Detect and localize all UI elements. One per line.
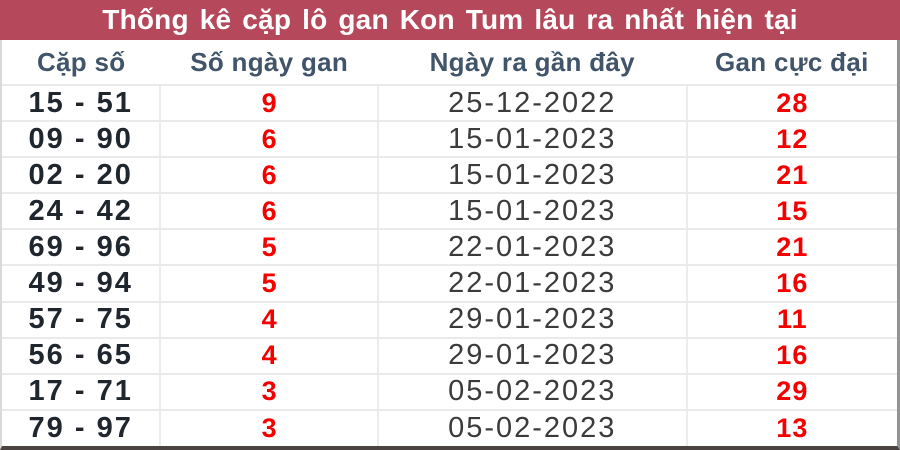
table-row: 56 - 65 4 29-01-2023 16 [2,337,897,375]
pair-cell: 79 - 97 [2,409,161,446]
column-header-pair: Cặp số [2,40,161,86]
table-row: 49 - 94 5 22-01-2023 16 [2,265,897,303]
column-header-gan-days: Số ngày gan [160,40,378,86]
max-gan-cell: 12 [685,121,897,159]
gan-days-cell: 3 [159,373,378,411]
table-row: 69 - 96 5 22-01-2023 21 [2,229,897,267]
column-header-last-date: Ngày ra gần đây [377,40,687,86]
pair-cell: 69 - 96 [2,229,161,267]
gan-days-cell: 3 [159,409,378,446]
gan-days-cell: 6 [159,193,378,231]
table-row: 17 - 71 3 05-02-2023 29 [2,373,897,411]
max-gan-cell: 13 [685,409,897,446]
gan-stats-table: Cặp số Số ngày gan Ngày ra gần đây Gan c… [2,40,897,446]
gan-days-cell: 5 [159,229,378,267]
gan-days-cell: 5 [159,265,378,303]
last-date-cell: 15-01-2023 [376,157,687,195]
table-row: 24 - 42 6 15-01-2023 15 [2,193,897,231]
gan-days-cell: 9 [159,85,378,123]
max-gan-cell: 21 [685,229,897,267]
gan-days-cell: 6 [159,121,378,159]
pair-cell: 15 - 51 [2,85,161,123]
gan-stats-table-container: Cặp số Số ngày gan Ngày ra gần đây Gan c… [0,40,900,450]
last-date-cell: 05-02-2023 [376,373,687,411]
table-row: 09 - 90 6 15-01-2023 12 [2,121,897,159]
pair-cell: 24 - 42 [2,193,161,231]
last-date-cell: 29-01-2023 [376,301,687,339]
max-gan-cell: 11 [685,301,897,339]
pair-cell: 49 - 94 [2,265,161,303]
max-gan-cell: 29 [685,373,897,411]
table-row: 02 - 20 6 15-01-2023 21 [2,157,897,195]
gan-days-cell: 4 [159,301,378,339]
last-date-cell: 15-01-2023 [376,121,687,159]
max-gan-cell: 21 [685,157,897,195]
pair-cell: 57 - 75 [2,301,161,339]
pair-cell: 02 - 20 [2,157,161,195]
last-date-cell: 05-02-2023 [376,409,687,446]
max-gan-cell: 16 [685,265,897,303]
pair-cell: 17 - 71 [2,373,161,411]
last-date-cell: 25-12-2022 [376,85,687,123]
gan-days-cell: 6 [159,157,378,195]
pair-cell: 56 - 65 [2,337,161,375]
column-header-max-gan: Gan cực đại [686,40,897,86]
header-row: Cặp số Số ngày gan Ngày ra gần đây Gan c… [2,40,897,86]
pair-cell: 09 - 90 [2,121,161,159]
gan-days-cell: 4 [159,337,378,375]
last-date-cell: 29-01-2023 [376,337,687,375]
last-date-cell: 22-01-2023 [376,229,687,267]
table-row: 79 - 97 3 05-02-2023 13 [2,409,897,446]
max-gan-cell: 28 [685,85,897,123]
last-date-cell: 15-01-2023 [376,193,687,231]
max-gan-cell: 16 [685,337,897,375]
page-title: Thống kê cặp lô gan Kon Tum lâu ra nhất … [0,0,900,40]
table-row: 57 - 75 4 29-01-2023 11 [2,301,897,339]
table-row: 15 - 51 9 25-12-2022 28 [2,85,897,123]
max-gan-cell: 15 [685,193,897,231]
last-date-cell: 22-01-2023 [376,265,687,303]
